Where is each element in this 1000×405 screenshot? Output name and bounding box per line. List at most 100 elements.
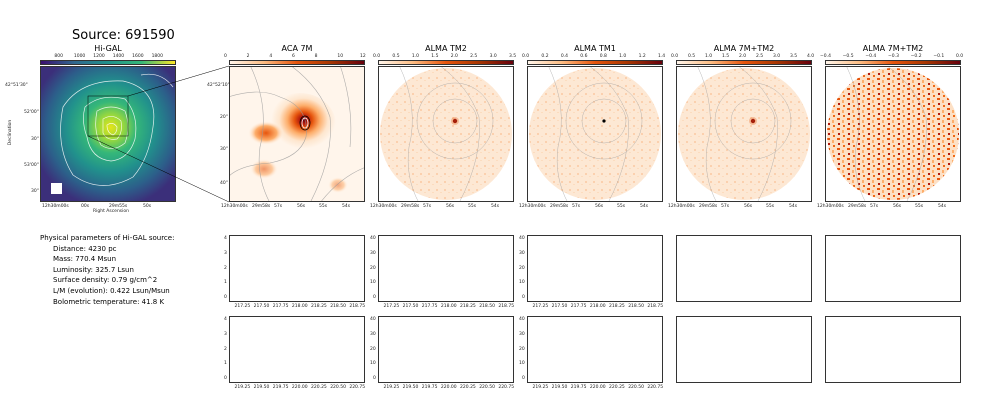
spectrum-xtick: 218.75 [498,304,515,309]
spectrum-xtick: 219.75 [570,385,587,390]
map-xtick: 55s [319,204,328,209]
colorbar-tick: −0.4 [865,54,877,59]
map-xtick: 29m58s [252,204,271,209]
colorbar-tick: 2.0 [739,54,747,59]
map-xtick: 29m58s [848,204,867,209]
colorbar-tick: 2.0 [450,54,458,59]
spectrum-ytick: 3 [224,331,227,337]
colorbar-tick: 3.5 [790,54,798,59]
spectrum-plot [230,317,364,382]
colorbar-tick: −0.5 [842,54,854,59]
spectrum-ytick: 30 [519,250,525,256]
spectrum-xtick: 218.75 [647,304,664,309]
spectrum-xtick: 217.25 [234,304,251,309]
spectrum-ytick: 0 [224,295,227,300]
map-xtick: 57s [274,204,283,209]
map-xtick: 29m58s [699,204,718,209]
higal-ytick: 52'00" [24,110,39,115]
colorbar-tick: 0.5 [392,54,400,59]
higal-xlabel: Right Ascension [93,209,129,214]
colorbar-tick: 1000 [73,54,86,59]
param-luminosity: Luminosity: 325.7 Lsun [53,265,134,274]
spectrum-ytick: 40 [519,317,525,322]
spectrum-ytick: 4 [224,236,227,241]
colorbar-tick: −0.3 [888,54,899,59]
panel-title-7m-tm2-b: ALMA 7M+TM2 [862,44,924,53]
spectrum-ytick: 40 [370,236,376,241]
spectrum-xtick: 217.25 [383,304,400,309]
colorbar-tick: 1.4 [658,54,666,59]
spectrum-plot [379,317,513,382]
spectrum-tm2-spw2 [378,316,514,383]
spectrum-xtick: 220.00 [291,385,308,390]
spectrum-7m-tm2-b-spw1-empty [825,235,961,302]
spectrum-ytick: 20 [519,265,525,271]
map-ytick: 40" [220,181,228,186]
params-heading: Physical parameters of Hi-GAL source: [40,234,175,242]
source-title: Source: 691590 [72,28,175,43]
colorbar-tick: 2.5 [756,54,764,59]
param-mass: Mass: 770.4 Msun [53,255,117,264]
colorbar-tick: 1200 [93,54,105,59]
spectrum-ytick: 20 [519,346,525,352]
colorbar-tick: 6 [292,54,295,59]
panel-title-tm2: ALMA TM2 [425,44,467,53]
colorbar-tick: 2.5 [470,54,478,59]
spectrum-xtick: 218.50 [628,304,644,309]
spectrum-ytick: 30 [370,250,376,256]
map-ytick: 20" [220,115,228,120]
colorbar-7m-tm2-b [825,60,961,65]
higal-xtick: 12h30m00s [42,204,69,209]
map-xtick: 56s [893,204,902,209]
map-xtick: 56s [744,204,753,209]
spectrum-xtick: 218.25 [609,304,625,309]
map-ytick: 30" [220,147,228,152]
higal-image [41,67,175,201]
colorbar-higal [40,60,176,65]
spectrum-tm2-spw1 [378,235,514,302]
spectrum-xtick: 220.50 [628,385,644,390]
colorbar-tick: 1.5 [722,54,730,59]
spectrum-plot [528,236,662,301]
colorbar-tick: 1800 [151,54,164,59]
spectrum-xtick: 219.75 [272,385,289,390]
spectrum-xtick: 218.00 [291,304,308,309]
spectrum-xtick: 218.25 [311,304,327,309]
map-xtick: 54s [342,204,351,209]
aca7m-image [230,67,364,201]
colorbar-tick: 0.0 [373,54,381,59]
colorbar-tick: 0.5 [688,54,696,59]
spectrum-xtick: 220.00 [440,385,457,390]
colorbar-tick: −0.4 [820,54,831,59]
spectrum-tm1-spw1 [527,235,663,302]
param-distance: Distance: 4230 pc [53,244,117,253]
higal-ytick: 30" [31,137,39,142]
colorbar-tick: 4.0 [807,54,815,59]
panel-title-tm1: ALMA TM1 [574,44,616,53]
spectrum-xtick: 218.00 [589,304,606,309]
map-xtick: 57s [572,204,581,209]
spectrum-xtick: 219.25 [234,385,251,390]
7m-tm2-image [678,67,810,201]
spectrum-ytick: 20 [370,265,376,271]
spectrum-xtick: 220.00 [589,385,606,390]
colorbar-tick: 8 [314,54,318,59]
spectrum-xtick: 218.00 [440,304,457,309]
colorbar-tick: 1600 [132,54,144,59]
colorbar-tick: 0 [224,54,227,59]
spectrum-ytick: 40 [519,236,525,241]
colorbar-tick: 3.0 [489,54,497,59]
map-xtick: 12h30m00s [519,204,546,209]
colorbar-tick: 0.8 [599,54,607,59]
colorbar-tick: 0.0 [671,54,679,59]
higal-ylabel: Declination [8,119,14,146]
spectrum-aca7m-spw2 [229,316,365,383]
spectrum-xtick: 220.25 [460,385,476,390]
colorbar-tick: 4 [269,54,273,59]
param-lm-evolution: L/M (evolution): 0.422 Lsun/Msun [53,286,170,295]
spectrum-plot [379,236,513,301]
map-xtick: 54s [938,204,947,209]
map-xtick: 56s [446,204,455,209]
spectrum-ytick: 10 [370,361,376,367]
map-xtick: 55s [468,204,477,209]
